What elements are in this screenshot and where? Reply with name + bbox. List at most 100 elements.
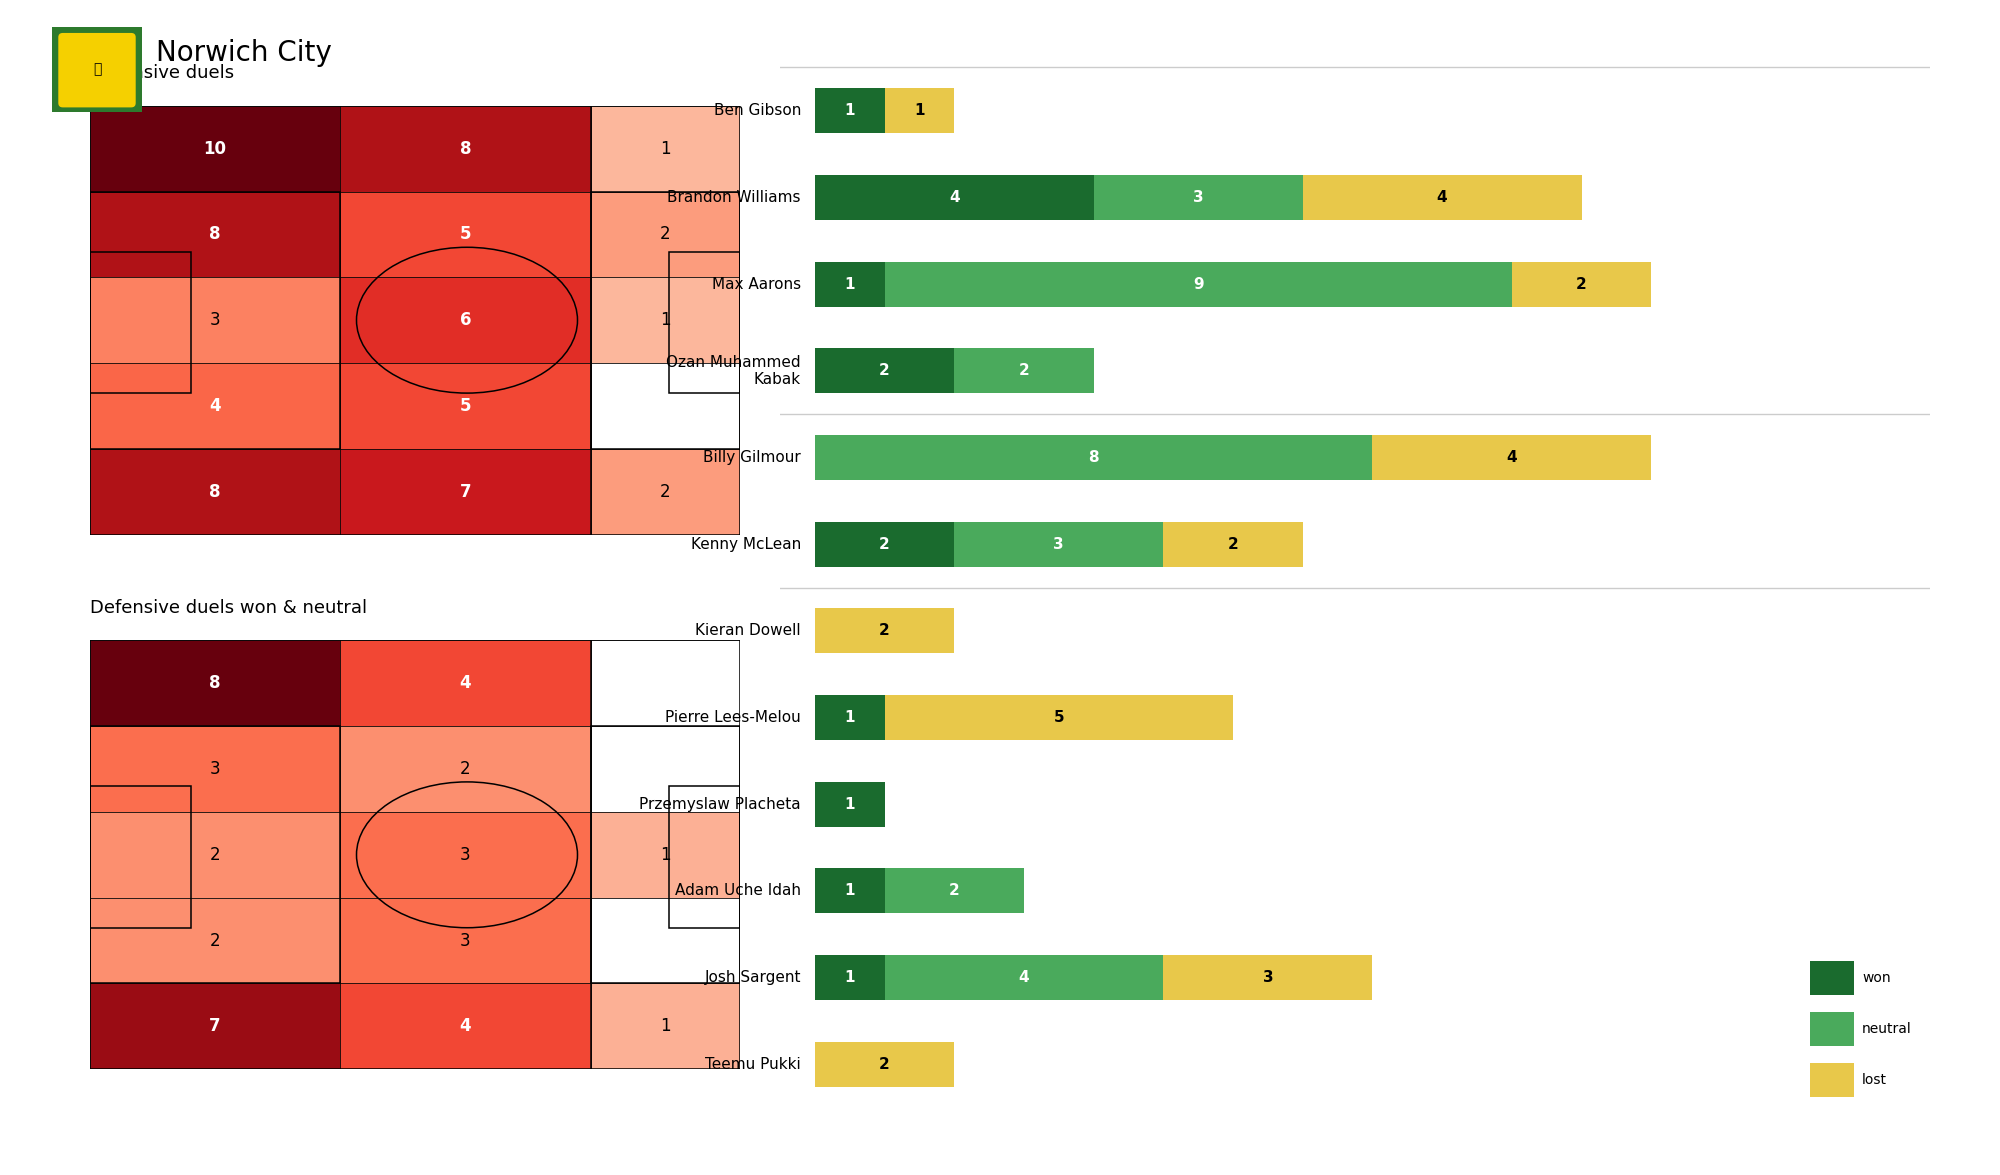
Bar (590, 106, 740, 192)
Bar (90, 363, 340, 449)
Text: 1: 1 (844, 971, 854, 985)
Bar (814, 868, 884, 913)
Text: 4: 4 (948, 190, 960, 204)
Bar (90, 983, 340, 1069)
Bar (90, 192, 340, 277)
Text: Ozan Muhammed
Kabak: Ozan Muhammed Kabak (666, 355, 800, 387)
Text: 8: 8 (210, 226, 220, 243)
FancyBboxPatch shape (50, 25, 144, 114)
Text: Adam Uche Idah: Adam Uche Idah (674, 884, 800, 899)
Text: Kenny McLean: Kenny McLean (690, 537, 800, 551)
Bar (814, 955, 884, 1000)
Text: 2: 2 (210, 932, 220, 949)
Bar (90, 449, 340, 535)
Text: 6: 6 (460, 311, 472, 329)
Text: 9: 9 (1192, 276, 1204, 291)
Text: 5: 5 (460, 226, 472, 243)
Text: 5: 5 (1054, 710, 1064, 725)
Bar (340, 898, 590, 983)
Text: Josh Sargent: Josh Sargent (704, 971, 800, 985)
Text: 8: 8 (460, 140, 472, 157)
Bar (954, 522, 1164, 566)
Bar (590, 192, 740, 449)
Bar (90, 726, 340, 983)
Bar (884, 88, 954, 133)
Text: Norwich City: Norwich City (156, 39, 332, 67)
Text: 1: 1 (844, 797, 854, 812)
Text: 2: 2 (880, 537, 890, 551)
Text: Billy Gilmour: Billy Gilmour (704, 450, 800, 465)
Bar (1164, 955, 1372, 1000)
Bar (814, 694, 884, 740)
Bar (340, 363, 590, 449)
Text: 3: 3 (1262, 971, 1274, 985)
Text: 2: 2 (210, 846, 220, 864)
Bar (90, 898, 340, 983)
Text: 3: 3 (1054, 537, 1064, 551)
Bar (668, 251, 740, 394)
Bar (590, 983, 740, 1069)
Text: 2: 2 (660, 226, 670, 243)
Bar (1094, 175, 1302, 220)
Bar (590, 277, 740, 363)
Text: Kieran Dowell: Kieran Dowell (696, 624, 800, 638)
Bar (814, 522, 954, 566)
Text: 7: 7 (210, 1018, 220, 1035)
Text: 1: 1 (844, 884, 854, 899)
Bar (814, 175, 1094, 220)
Bar (1810, 1063, 1854, 1097)
Bar (90, 640, 340, 726)
Text: 8: 8 (210, 483, 220, 501)
Bar (954, 348, 1094, 394)
FancyBboxPatch shape (58, 33, 136, 107)
Bar (814, 88, 884, 133)
Bar (590, 726, 740, 983)
Bar (814, 262, 884, 307)
Bar (1810, 1013, 1854, 1046)
Bar (814, 1042, 954, 1087)
Text: Ben Gibson: Ben Gibson (714, 103, 800, 119)
Bar (340, 277, 590, 363)
Bar (590, 363, 740, 449)
Text: Brandon Williams: Brandon Williams (668, 190, 800, 204)
Text: 3: 3 (210, 311, 220, 329)
Text: 3: 3 (460, 846, 470, 864)
Bar (668, 786, 740, 928)
Bar (340, 726, 590, 812)
Text: 2: 2 (1018, 363, 1030, 378)
Bar (90, 786, 190, 928)
Bar (1372, 435, 1652, 481)
Text: 1: 1 (660, 311, 670, 329)
Bar (340, 449, 590, 535)
Bar (1810, 961, 1854, 995)
Text: 1: 1 (844, 710, 854, 725)
Bar (884, 868, 1024, 913)
Text: Przemyslaw Placheta: Przemyslaw Placheta (640, 797, 800, 812)
Bar (814, 435, 1372, 481)
Text: 2: 2 (660, 483, 670, 501)
Text: 1: 1 (844, 103, 854, 119)
Bar (590, 726, 740, 812)
Text: 3: 3 (210, 760, 220, 778)
Bar (814, 781, 884, 827)
Bar (340, 812, 590, 898)
Bar (340, 983, 590, 1069)
Bar (90, 726, 340, 812)
Bar (340, 106, 590, 192)
Text: 2: 2 (880, 363, 890, 378)
Text: won: won (1862, 972, 1890, 985)
Text: 8: 8 (1088, 450, 1098, 465)
Text: 10: 10 (204, 140, 226, 157)
Text: 2: 2 (880, 1056, 890, 1072)
Bar (590, 812, 740, 898)
Bar (90, 106, 340, 192)
Text: 8: 8 (210, 674, 220, 692)
Text: 3: 3 (460, 932, 470, 949)
Bar (1512, 262, 1652, 307)
Text: Pierre Lees-Melou: Pierre Lees-Melou (666, 710, 800, 725)
Text: Defensive duels: Defensive duels (90, 65, 234, 82)
Bar (90, 192, 340, 449)
Text: 4: 4 (460, 1018, 472, 1035)
Text: 2: 2 (1576, 276, 1586, 291)
Bar (590, 898, 740, 983)
